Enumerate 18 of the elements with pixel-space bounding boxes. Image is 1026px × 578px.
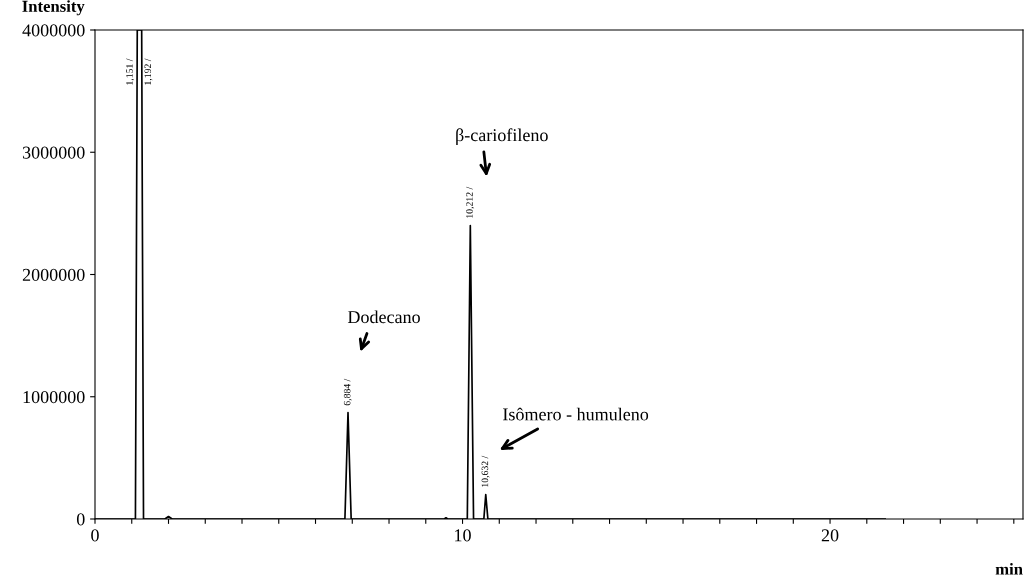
annotation: 1,151 /	[126, 58, 135, 85]
y-tick-label: 3000000	[22, 146, 85, 159]
x-tick-label: 10	[455, 529, 471, 542]
annotation: β-cariofileno	[456, 128, 548, 145]
annotation: Dodecano	[347, 310, 420, 324]
annotation: 10,632 /	[481, 455, 490, 487]
y-tick-label: 2000000	[22, 268, 85, 281]
annotation: Isômero - humuleno	[503, 407, 649, 421]
y-tick-label: 4000000	[22, 24, 85, 37]
annotation: 10,212 /	[466, 186, 475, 218]
annotation: 1,192 /	[144, 58, 153, 85]
x-tick-label: 20	[821, 529, 839, 542]
y-tick-label: 1000000	[23, 391, 85, 404]
y-tick-label: 0	[76, 513, 85, 526]
x-axis-title: min	[995, 563, 1023, 575]
y-axis-title: Intensity	[22, 0, 85, 16]
annotation: 6,884 /	[343, 378, 352, 406]
x-tick-label: 0	[91, 529, 99, 542]
